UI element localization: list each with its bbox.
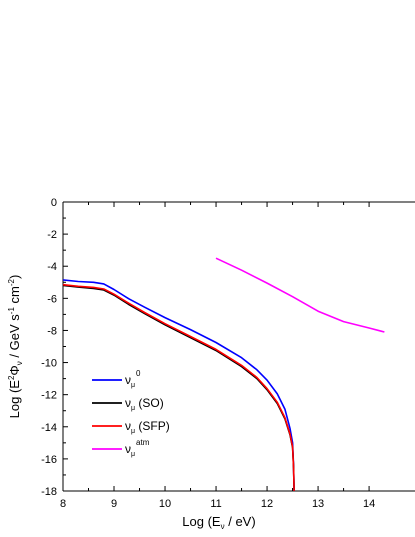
x-tick-label: 12 (261, 498, 273, 510)
legend-entry: νμ (SFP) (125, 419, 170, 435)
x-tick-label: 8 (60, 498, 66, 510)
y-tick-label: -16 (41, 454, 57, 466)
axis-labels: Log (Eν / eV) Log (E2Φν / GeV s-1 cm-2) (7, 275, 256, 531)
y-tick-label: -18 (41, 486, 57, 498)
y-tick-label: -12 (41, 390, 57, 402)
y-tick-label: -8 (47, 325, 57, 337)
y-tick-label: -2 (47, 229, 57, 241)
x-tick-label: 11 (210, 498, 221, 510)
y-axis-label: Log (E2Φν / GeV s-1 cm-2) (7, 275, 24, 419)
legend-entry: νμ (SO) (125, 396, 164, 412)
series-line-3 (215, 257, 385, 333)
axes: 8 9 10 11 12 13 14 0 -2 -4 -6 -8 -10 -12 -14 -16 -18 (41, 197, 415, 510)
series-line-2 (62, 283, 295, 492)
legend: νμ0 νμ (SO) νμ (SFP) νμatm (92, 369, 170, 458)
y-tick-label: -10 (41, 358, 57, 370)
legend-entry: νμatm (125, 438, 150, 458)
legend-entry: νμ0 (125, 369, 141, 389)
y-tick-label: 0 (51, 197, 57, 209)
x-tick-label: 10 (159, 498, 171, 510)
y-tick-label: -6 (47, 293, 57, 305)
series-line-1 (62, 284, 295, 492)
y-tick-label: -4 (47, 261, 57, 273)
x-tick-label: 9 (111, 498, 117, 510)
series-layer (62, 257, 385, 492)
series-line-0 (62, 279, 295, 492)
x-tick-label: 13 (312, 498, 324, 510)
x-axis-label: Log (Eν / eV) (182, 514, 255, 531)
y-tick-label: -14 (41, 422, 57, 434)
x-tick-label: 14 (363, 498, 375, 510)
